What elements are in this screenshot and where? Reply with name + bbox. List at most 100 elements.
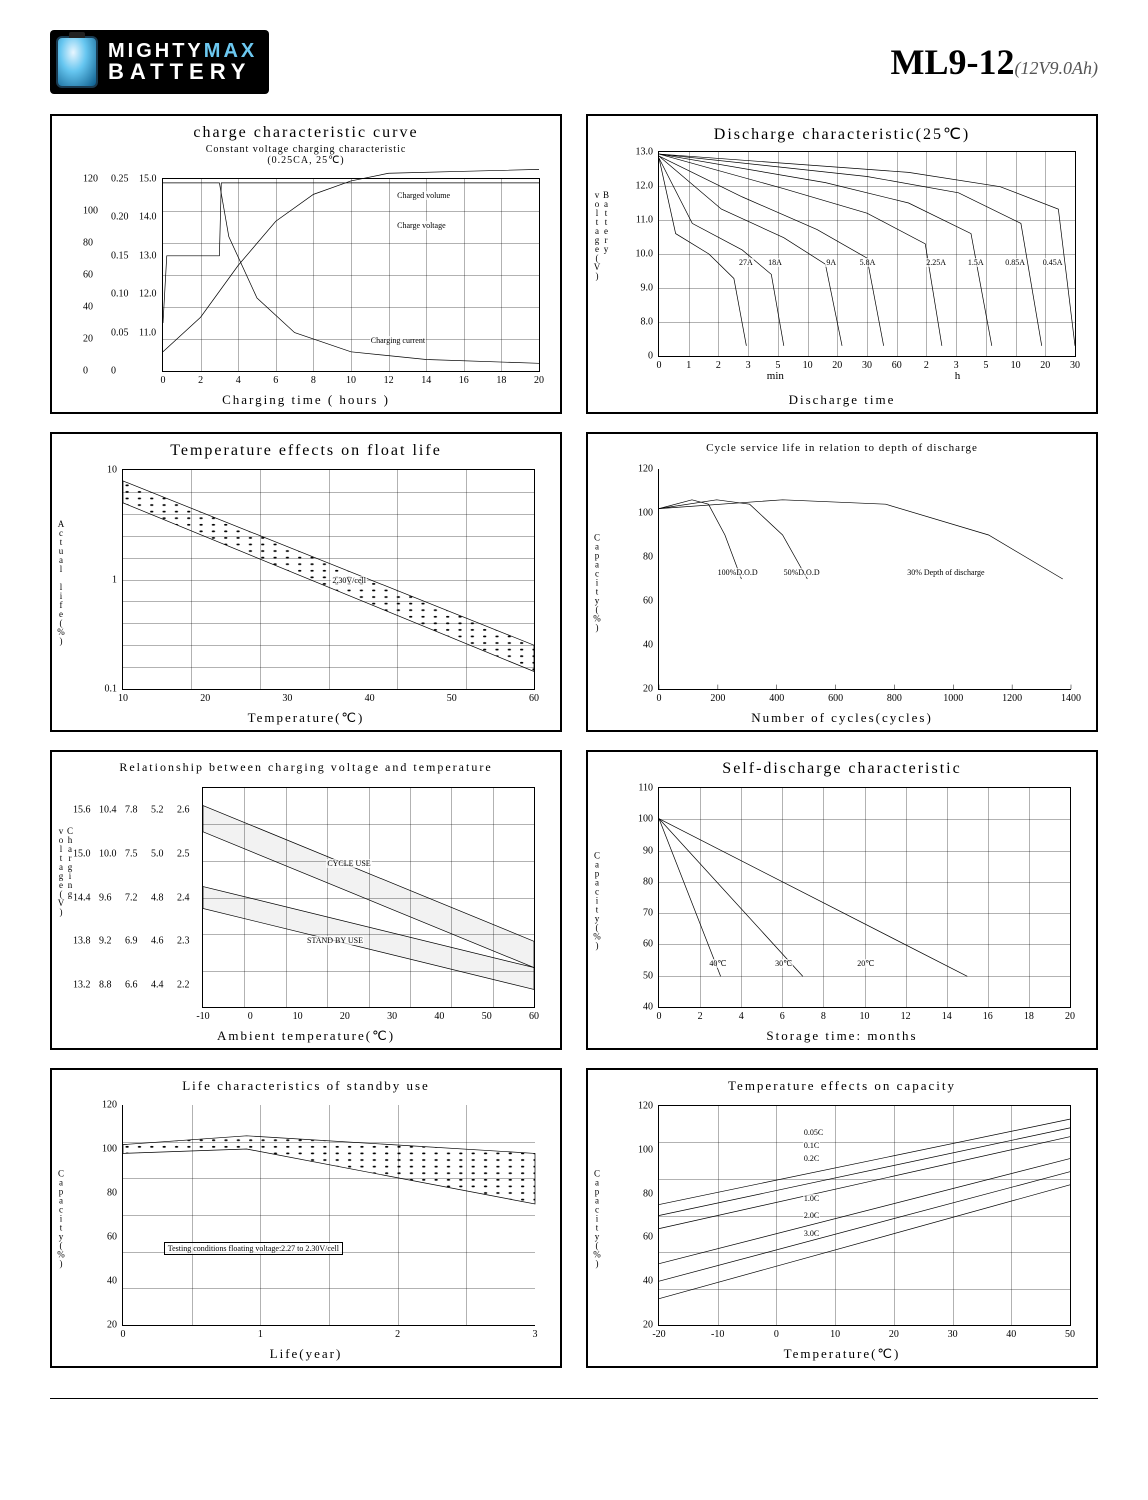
y-tick: 0 <box>648 351 653 362</box>
annot-test-cond: Testing conditions floating voltage:2.27… <box>164 1242 343 1255</box>
y-tick: 7.8 <box>125 804 138 815</box>
y-tick: 120 <box>638 1101 653 1112</box>
x-tick: 2 <box>716 360 721 371</box>
x-tick: 8 <box>311 375 316 386</box>
panel-standby-life: Life characteristics of standby use 1201… <box>50 1068 562 1368</box>
brand-line2: BATTERY <box>108 61 257 83</box>
x-tick: 10 <box>293 1011 303 1022</box>
y-tick: 6.9 <box>125 936 138 947</box>
curve-label: 100%D.O.D <box>717 568 759 577</box>
x-tick: 2 <box>698 1011 703 1022</box>
y-tick: 5.2 <box>151 804 164 815</box>
x-tick: 12 <box>384 375 394 386</box>
model-number: ML9-12 <box>891 42 1015 82</box>
y-tick: 60 <box>643 939 653 950</box>
x-tick: 10 <box>830 1329 840 1340</box>
x-tick: 10 <box>803 360 813 371</box>
y-tick: 100 <box>83 206 98 217</box>
x-tick: 50 <box>447 693 457 704</box>
curve-label: 0.1C <box>803 1141 820 1150</box>
y-tick: 100 <box>102 1144 117 1155</box>
chart-title: Discharge characteristic(25℃) <box>596 124 1088 144</box>
x-tick: 0 <box>657 360 662 371</box>
x-axis-label: Storage time: months <box>588 1028 1096 1044</box>
panel-charge-characteristic: charge characteristic curve Constant vol… <box>50 114 562 414</box>
y-tick: 40 <box>643 1276 653 1287</box>
y-tick: 12.0 <box>636 180 654 191</box>
x-tick: 2 <box>395 1329 400 1340</box>
x-tick: 20 <box>200 693 210 704</box>
x-tick: 10 <box>1011 360 1021 371</box>
y-axis-label: Actual life(%) <box>56 519 65 645</box>
y-tick: 50 <box>643 970 653 981</box>
y-tick: 2.6 <box>177 804 190 815</box>
y-tick: 20 <box>107 1320 117 1331</box>
brand-logo: MIGHTYMAX BATTERY <box>50 30 269 94</box>
curve-label: 0.45A <box>1042 258 1064 267</box>
battery-icon <box>56 36 98 88</box>
y-tick: 8.8 <box>99 980 112 991</box>
x-tick: 18 <box>496 375 506 386</box>
y-tick: 40 <box>643 1002 653 1013</box>
x-tick: 2 <box>924 360 929 371</box>
x-tick: 20 <box>1065 1011 1075 1022</box>
x-tick: 10 <box>860 1011 870 1022</box>
x-tick: 10 <box>118 693 128 704</box>
curve-label: 2.0C <box>803 1211 820 1220</box>
x-tick: 400 <box>769 693 784 704</box>
y-tick: 13.0 <box>139 250 157 261</box>
y-tick: 13.8 <box>73 936 91 947</box>
x-tick: 6 <box>780 1011 785 1022</box>
y-tick: 2.4 <box>177 892 190 903</box>
curve-label: 30% Depth of discharge <box>906 568 985 577</box>
x-tick: 2 <box>198 375 203 386</box>
x-axis-label: Number of cycles(cycles) <box>588 710 1096 726</box>
x-tick: 1200 <box>1002 693 1022 704</box>
y-tick: 2.5 <box>177 848 190 859</box>
panel-discharge-characteristic: Discharge characteristic(25℃) 13.012.011… <box>586 114 1098 414</box>
chart-title: Cycle service life in relation to depth … <box>596 442 1088 454</box>
y-tick: 70 <box>643 908 653 919</box>
chart-title: charge characteristic curve <box>60 124 552 142</box>
x-tick: 0 <box>248 1011 253 1022</box>
x-tick: 50 <box>482 1011 492 1022</box>
x-tick: 800 <box>887 693 902 704</box>
y-tick: 5.0 <box>151 848 164 859</box>
y-tick: 13.0 <box>636 147 654 158</box>
x-tick: 0 <box>657 1011 662 1022</box>
y-tick: 9.0 <box>641 282 654 293</box>
x-tick: 8 <box>821 1011 826 1022</box>
y-tick: 15.0 <box>73 848 91 859</box>
model-sub: (12V9.0Ah) <box>1015 58 1098 78</box>
chart-title: Self-discharge characteristic <box>596 760 1088 778</box>
x-tick: 50 <box>1065 1329 1075 1340</box>
y-tick: 80 <box>83 238 93 249</box>
x-tick: 30 <box>862 360 872 371</box>
y-tick: 120 <box>638 464 653 475</box>
x-tick: 30 <box>948 1329 958 1340</box>
x-tick: 20 <box>1040 360 1050 371</box>
y-axis-label: Charging voltage(V) <box>56 826 74 974</box>
curve-label: 0.85A <box>1004 258 1026 267</box>
curve-label: 20℃ <box>856 959 875 968</box>
chart-subtitle: Constant voltage charging characteristic <box>60 144 552 155</box>
curve-label: 0.2C <box>803 1154 820 1163</box>
y-tick: 14.0 <box>139 212 157 223</box>
y-tick: 0 <box>111 366 116 377</box>
y-tick: 4.4 <box>151 980 164 991</box>
y-tick: 6.6 <box>125 980 138 991</box>
y-axis-label: Capacity(%) <box>592 533 601 632</box>
y-tick: 9.6 <box>99 892 112 903</box>
chart-title: Relationship between charging voltage an… <box>60 760 552 775</box>
y-tick: 10.4 <box>99 804 117 815</box>
panel-cycle-life: Cycle service life in relation to depth … <box>586 432 1098 732</box>
y-tick: 7.2 <box>125 892 138 903</box>
chart-subtitle2: (0.25CA, 25℃) <box>60 155 552 166</box>
x-axis-label: Life(year) <box>52 1346 560 1362</box>
x-tick: 40 <box>365 693 375 704</box>
curve-label: Charge voltage <box>396 221 447 230</box>
y-tick: 1 <box>112 574 117 585</box>
y-tick: 4.8 <box>151 892 164 903</box>
y-tick: 100 <box>638 1144 653 1155</box>
y-tick: 0.15 <box>111 250 129 261</box>
